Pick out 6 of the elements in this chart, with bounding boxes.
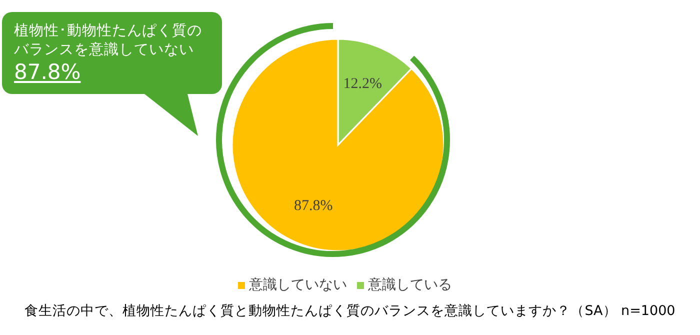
- text: 食生活の中で、植物性たんぱく質と動物性たんぱく質のバランスを意識していますか？（SA） n=1000: [24, 302, 676, 320]
- pie-slice: [231, 38, 445, 252]
- legend-label: 意識していない: [249, 277, 347, 293]
- legend-label: 意識している: [368, 277, 452, 293]
- data-label: 12.2%: [343, 76, 382, 92]
- data-label: 87.8%: [294, 198, 333, 214]
